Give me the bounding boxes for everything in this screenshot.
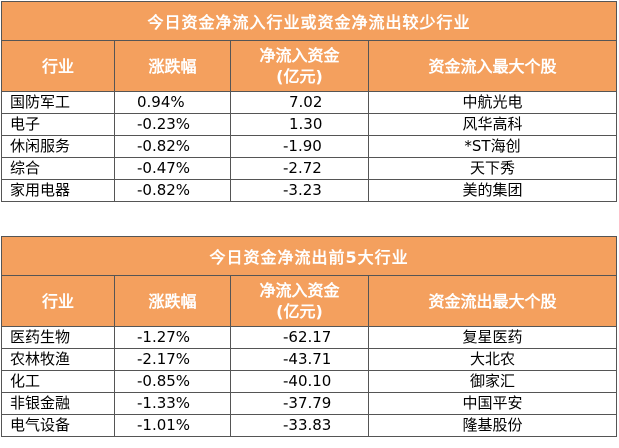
- table-row: 休闲服务 -0.82% -1.90 *ST海创: [1, 135, 618, 158]
- net-flow-cell: -40.10: [230, 370, 369, 393]
- industry-cell: 非银金融: [1, 392, 115, 415]
- industry-cell: 电气设备: [1, 414, 115, 437]
- net-flow-cell: -1.90: [230, 135, 369, 158]
- industry-cell: 家用电器: [1, 179, 115, 202]
- change-cell: -1.33%: [114, 392, 231, 415]
- top-stock-cell: 风华高科: [367, 113, 618, 136]
- header-change: 涨跌幅: [114, 275, 231, 327]
- net-flow-cell: 7.02: [230, 91, 369, 114]
- net-flow-cell: -3.23: [230, 179, 369, 202]
- table-row: 家用电器 -0.82% -3.23 美的集团: [1, 179, 618, 202]
- net-flow-cell: -62.17: [230, 326, 369, 349]
- industry-cell: 农林牧渔: [1, 348, 115, 371]
- inflow-header-row: 行业 涨跌幅 净流入资金 (亿元) 资金流入最大个股: [1, 40, 618, 92]
- net-flow-cell: -2.72: [230, 157, 369, 180]
- net-flow-cell: -37.79: [230, 392, 369, 415]
- table-row: 非银金融 -1.33% -37.79 中国平安: [1, 392, 618, 415]
- top-stock-cell: 中国平安: [367, 392, 618, 415]
- header-change: 涨跌幅: [114, 40, 231, 92]
- outflow-table-title: 今日资金净流出前5大行业: [0, 236, 618, 276]
- top-stock-cell: 复星医药: [367, 326, 618, 349]
- top-stock-cell: 大北农: [367, 348, 618, 371]
- inflow-table-title: 今日资金净流入行业或资金净流出较少行业: [0, 1, 618, 41]
- header-net-flow-line2: (亿元): [276, 302, 323, 321]
- top-stock-cell: 天下秀: [367, 157, 618, 180]
- top-stock-cell: *ST海创: [367, 135, 618, 158]
- header-net-flow-line2: (亿元): [276, 67, 323, 86]
- outflow-header-row: 行业 涨跌幅 净流入资金 (亿元) 资金流出最大个股: [1, 275, 618, 327]
- inflow-title-row: 今日资金净流入行业或资金净流出较少行业: [0, 1, 618, 41]
- change-cell: -0.47%: [114, 157, 231, 180]
- change-cell: -0.82%: [114, 179, 231, 202]
- change-cell: -1.27%: [114, 326, 231, 349]
- industry-cell: 国防军工: [1, 91, 115, 114]
- industry-cell: 休闲服务: [1, 135, 115, 158]
- header-industry: 行业: [1, 275, 115, 327]
- industry-cell: 化工: [1, 370, 115, 393]
- top-stock-cell: 美的集团: [367, 179, 618, 202]
- change-cell: -0.82%: [114, 135, 231, 158]
- header-top-stock: 资金流入最大个股: [367, 40, 618, 92]
- outflow-title-row: 今日资金净流出前5大行业: [0, 236, 618, 276]
- header-net-flow: 净流入资金 (亿元): [230, 275, 369, 327]
- table-row: 电子 -0.23% 1.30 风华高科: [1, 113, 618, 136]
- net-flow-cell: 1.30: [230, 113, 369, 136]
- top-stock-cell: 御家汇: [367, 370, 618, 393]
- industry-cell: 综合: [1, 157, 115, 180]
- change-cell: -2.17%: [114, 348, 231, 371]
- change-cell: -0.23%: [114, 113, 231, 136]
- table-row: 农林牧渔 -2.17% -43.71 大北农: [1, 348, 618, 371]
- inflow-industry-table: 今日资金净流入行业或资金净流出较少行业 行业 涨跌幅 净流入资金 (亿元) 资金…: [0, 1, 618, 202]
- header-industry: 行业: [1, 40, 115, 92]
- net-flow-cell: -43.71: [230, 348, 369, 371]
- table-row: 电气设备 -1.01% -33.83 隆基股份: [1, 414, 618, 437]
- change-cell: -1.01%: [114, 414, 231, 437]
- header-top-stock: 资金流出最大个股: [367, 275, 618, 327]
- outflow-industry-table: 今日资金净流出前5大行业 行业 涨跌幅 净流入资金 (亿元) 资金流出最大个股 …: [0, 236, 618, 437]
- change-cell: 0.94%: [114, 91, 231, 114]
- top-stock-cell: 中航光电: [367, 91, 618, 114]
- header-net-flow-line1: 净流入资金: [259, 46, 340, 65]
- table-row: 医药生物 -1.27% -62.17 复星医药: [1, 326, 618, 349]
- change-cell: -0.85%: [114, 370, 231, 393]
- table-row: 化工 -0.85% -40.10 御家汇: [1, 370, 618, 393]
- header-net-flow: 净流入资金 (亿元): [230, 40, 369, 92]
- net-flow-cell: -33.83: [230, 414, 369, 437]
- table-row: 综合 -0.47% -2.72 天下秀: [1, 157, 618, 180]
- top-stock-cell: 隆基股份: [367, 414, 618, 437]
- industry-cell: 电子: [1, 113, 115, 136]
- header-net-flow-line1: 净流入资金: [259, 281, 340, 300]
- industry-cell: 医药生物: [1, 326, 115, 349]
- table-row: 国防军工 0.94% 7.02 中航光电: [1, 91, 618, 114]
